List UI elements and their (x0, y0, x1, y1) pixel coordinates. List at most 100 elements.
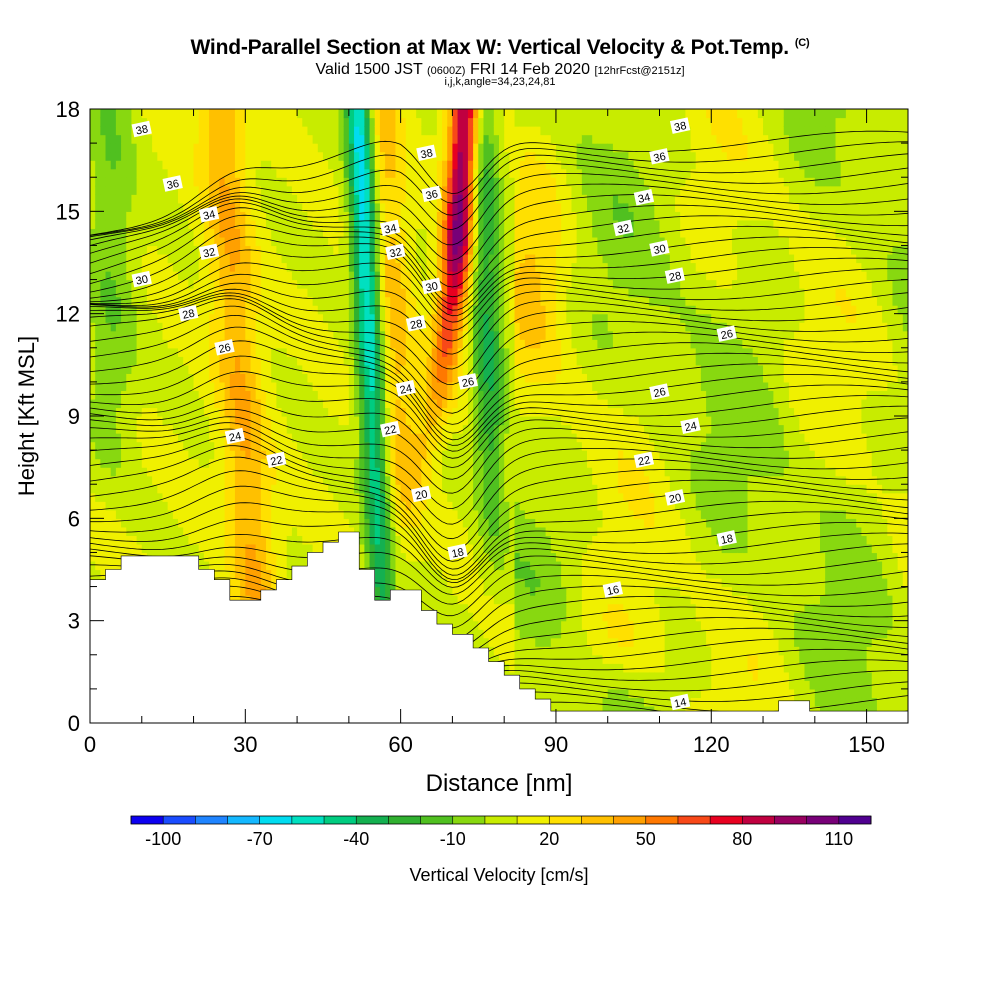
velocity-cell (183, 245, 189, 255)
velocity-cell (317, 441, 324, 451)
velocity-cell (317, 356, 324, 366)
velocity-cell (312, 535, 319, 545)
velocity-cell (183, 202, 189, 212)
velocity-cell (219, 569, 226, 579)
velocity-cell (369, 194, 376, 204)
velocity-cell (302, 373, 309, 383)
velocity-cell (229, 398, 236, 409)
velocity-cell (281, 424, 288, 434)
velocity-cell (260, 467, 267, 477)
velocity-cell (141, 339, 148, 349)
velocity-cell (338, 219, 345, 229)
velocity-cell (250, 177, 257, 187)
velocity-cell (203, 322, 210, 332)
velocity-cell (167, 288, 174, 298)
velocity-cell (245, 450, 252, 460)
velocity-cell (416, 381, 422, 392)
velocity-cell (115, 492, 122, 502)
velocity-cell (338, 433, 345, 443)
velocity-cell (307, 492, 314, 502)
velocity-cell (188, 228, 195, 238)
velocity-cell (193, 228, 200, 238)
velocity-cell (421, 356, 428, 366)
velocity-cell (250, 543, 257, 554)
velocity-cell (426, 134, 433, 144)
velocity-cell (152, 202, 158, 212)
velocity-cell (431, 390, 438, 400)
velocity-cell (374, 288, 381, 298)
velocity-cell (229, 390, 236, 400)
velocity-cell (250, 228, 257, 238)
velocity-cell (271, 168, 277, 178)
velocity-cell (229, 160, 236, 170)
velocity-cell (297, 424, 303, 434)
velocity-cell (260, 262, 267, 272)
velocity-cell (255, 381, 262, 392)
velocity-cell (348, 219, 355, 229)
velocity-cell (229, 279, 236, 289)
velocity-cell (312, 501, 319, 511)
velocity-cell (266, 117, 272, 127)
velocity-cell (105, 271, 112, 281)
velocity-cell (400, 398, 407, 409)
velocity-cell (442, 492, 448, 502)
velocity-cell (405, 398, 412, 409)
velocity-cell (421, 390, 428, 400)
velocity-cell (338, 398, 345, 409)
velocity-cell (162, 441, 169, 451)
velocity-cell (110, 467, 117, 477)
velocity-cell (136, 356, 143, 366)
velocity-cell (136, 509, 143, 519)
velocity-cell (312, 518, 319, 528)
velocity-cell (333, 279, 340, 289)
velocity-cell (317, 450, 324, 460)
velocity-cell (178, 492, 184, 502)
velocity-cell (260, 416, 267, 426)
velocity-cell (188, 262, 195, 272)
velocity-cell (322, 109, 329, 119)
velocity-cell (322, 535, 329, 545)
velocity-cell (348, 177, 355, 187)
velocity-cell (209, 236, 215, 247)
velocity-cell (255, 518, 262, 528)
velocity-cell (405, 211, 412, 221)
velocity-cell (255, 578, 262, 588)
velocity-cell (436, 356, 443, 366)
velocity-cell (328, 492, 334, 502)
velocity-cell (157, 296, 164, 306)
velocity-cell (348, 313, 355, 323)
velocity-cell (121, 424, 127, 434)
velocity-cell (229, 109, 236, 119)
velocity-cell (131, 492, 138, 502)
velocity-cell (167, 330, 174, 340)
velocity-cell (302, 518, 309, 528)
velocity-cell (354, 134, 360, 144)
velocity-cell (219, 526, 226, 536)
velocity-cell (167, 109, 174, 119)
velocity-cell (121, 390, 127, 400)
velocity-cell (255, 407, 262, 417)
velocity-cell (369, 313, 376, 323)
velocity-cell (183, 364, 189, 374)
velocity-cell (126, 424, 133, 434)
velocity-cell (395, 416, 402, 426)
velocity-cell (400, 356, 407, 366)
velocity-cell (183, 475, 189, 485)
velocity-cell (152, 296, 158, 306)
velocity-cell (307, 305, 314, 315)
velocity-cell (250, 560, 257, 571)
velocity-cell (276, 322, 283, 332)
velocity-cell (416, 305, 422, 315)
velocity-cell (105, 288, 112, 298)
velocity-cell (90, 398, 96, 409)
velocity-cell (281, 390, 288, 400)
velocity-cell (183, 424, 189, 434)
velocity-cell (250, 458, 257, 468)
velocity-cell (245, 458, 252, 468)
velocity-cell (188, 424, 195, 434)
velocity-cell (343, 398, 350, 409)
velocity-cell (281, 279, 288, 289)
velocity-cell (266, 390, 272, 400)
velocity-cell (379, 185, 386, 195)
velocity-cell (348, 458, 355, 468)
